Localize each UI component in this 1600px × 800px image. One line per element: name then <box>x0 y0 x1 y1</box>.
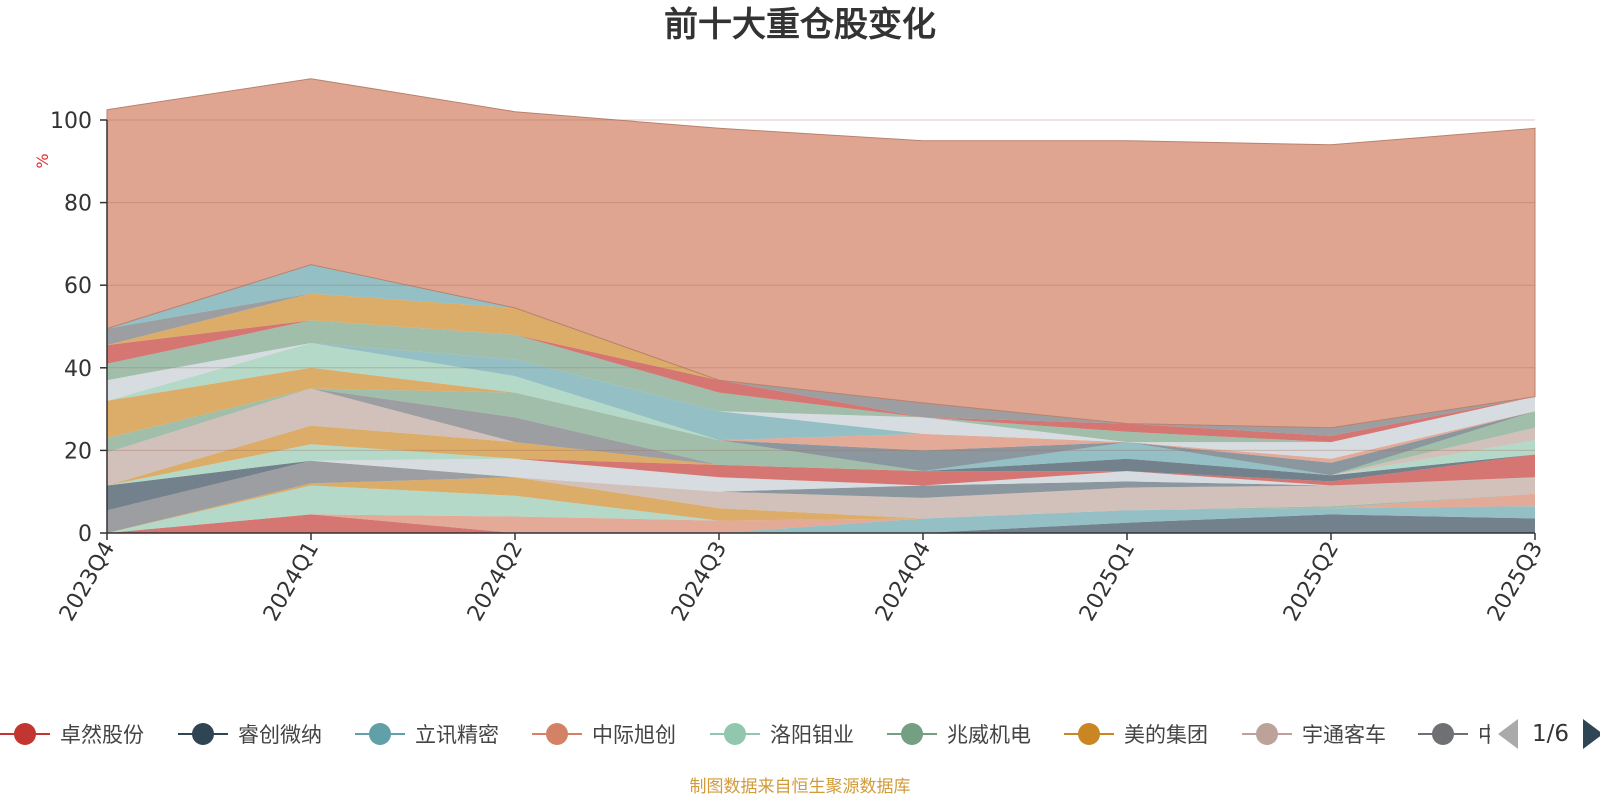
legend-item-label: 中际旭创 <box>592 723 676 747</box>
legend-item[interactable]: 美的集团 <box>1064 712 1208 756</box>
y-tick-label: 20 <box>64 439 92 464</box>
legend-item[interactable]: 卓然股份 <box>0 712 144 756</box>
legend-marker-icon <box>710 722 760 746</box>
source-note: 制图数据来自恒生聚源数据库 <box>689 777 911 797</box>
x-tick-label: 2025Q1 <box>1075 538 1140 626</box>
legend-item-label: 中 <box>1478 723 1490 747</box>
series-area-28 <box>107 293 1535 436</box>
legend-item-label: 美的集团 <box>1124 723 1208 747</box>
series-area-23 <box>107 343 1535 459</box>
legend-marker-icon <box>0 722 50 746</box>
legend-item[interactable]: 睿创微纳 <box>178 712 322 756</box>
series-area-27 <box>107 293 1535 436</box>
y-tick-label: 0 <box>78 522 92 547</box>
legend-page-indicator: 1/6 <box>1532 721 1570 747</box>
legend-marker-icon <box>1064 722 1114 746</box>
x-tick-label: 2024Q4 <box>871 538 936 626</box>
x-tick-label: 2024Q1 <box>259 538 324 626</box>
series-area-14 <box>107 425 1535 486</box>
y-tick-label: 40 <box>64 357 92 382</box>
series-area-1 <box>107 514 1535 533</box>
legend-marker-icon <box>1242 722 1292 746</box>
chart-title: 前十大重仓股变化 <box>664 5 936 45</box>
series-area-4 <box>107 485 1535 533</box>
series-area-9 <box>107 460 1535 511</box>
series-area-18 <box>107 388 1535 476</box>
legend-item[interactable]: 兆威机电 <box>887 712 1031 756</box>
legend-marker-icon <box>1418 722 1468 746</box>
series-area-7 <box>107 477 1535 533</box>
series-area-21 <box>107 367 1535 463</box>
legend-item-label: 洛阳钼业 <box>770 723 854 747</box>
legend-item[interactable]: 中际旭创 <box>532 712 676 756</box>
series-layer <box>106 78 1536 533</box>
series-area-24 <box>107 343 1535 459</box>
series-area-10 <box>107 458 1535 511</box>
x-tick-label: 2025Q3 <box>1483 538 1548 626</box>
series-area-17 <box>107 388 1535 476</box>
legend-next-page-icon[interactable] <box>1583 719 1600 749</box>
legend-item-label: 卓然股份 <box>60 723 144 747</box>
legend-item[interactable]: 立讯精密 <box>355 712 499 756</box>
x-tick-label: 2024Q2 <box>463 538 528 626</box>
y-tick-label: 60 <box>64 274 92 299</box>
legend-marker-icon <box>887 722 937 746</box>
y-axis-unit-label: % <box>33 153 52 168</box>
legend-item[interactable]: 洛阳钼业 <box>710 712 854 756</box>
legend-item[interactable]: 宇通客车 <box>1242 712 1386 756</box>
legend-item-label: 睿创微纳 <box>238 723 322 747</box>
y-tick-label: 100 <box>50 109 92 134</box>
x-tick-label: 2023Q4 <box>55 538 120 626</box>
legend: 卓然股份 睿创微纳 立讯精密 中际旭创 洛阳钼业 兆威机电 美的集团 宇通客车 中 <box>0 712 1490 756</box>
series-area-22 <box>107 343 1535 459</box>
legend-item[interactable]: 中 <box>1418 712 1490 756</box>
series-area-30 <box>106 78 1536 429</box>
series-area-25 <box>107 320 1535 443</box>
legend-marker-icon <box>532 722 582 746</box>
series-area-12 <box>107 454 1535 511</box>
series-area-2 <box>107 506 1535 533</box>
legend-pager: 1/6 <box>1498 716 1600 752</box>
x-tick-label: 2024Q3 <box>667 538 732 626</box>
series-area-20 <box>107 367 1535 463</box>
x-tick-label: 2025Q2 <box>1279 538 1344 626</box>
y-tick-label: 80 <box>64 192 92 217</box>
legend-marker-icon <box>178 722 228 746</box>
series-area-3 <box>107 493 1535 533</box>
series-area-26 <box>107 320 1535 443</box>
legend-item-label: 立讯精密 <box>415 723 499 747</box>
series-area-0 <box>107 514 1535 533</box>
legend-prev-page-icon[interactable] <box>1498 719 1518 749</box>
legend-item-label: 宇通客车 <box>1302 723 1386 747</box>
legend-marker-icon <box>355 722 405 746</box>
legend-item-label: 兆威机电 <box>947 723 1031 747</box>
series-area-6 <box>107 477 1535 533</box>
